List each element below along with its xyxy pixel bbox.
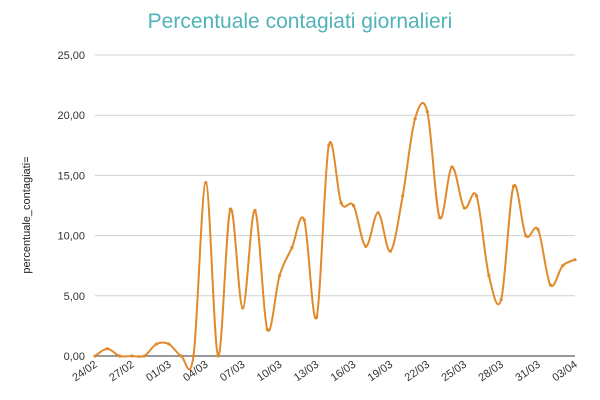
- x-tick-label: 13/03: [292, 359, 321, 385]
- data-point: [290, 246, 294, 250]
- data-point: [450, 165, 454, 169]
- y-tick-label: 10,00: [57, 231, 85, 243]
- data-point: [302, 218, 306, 222]
- y-axis-label: percentuale_contagiati=: [21, 156, 33, 273]
- data-point: [536, 227, 540, 232]
- data-point: [93, 354, 97, 358]
- x-tick-label: 22/03: [403, 359, 432, 385]
- data-point: [351, 203, 356, 208]
- x-tick-label: 03/04: [550, 359, 579, 385]
- y-tick-label: 15,00: [57, 170, 85, 182]
- data-point: [339, 201, 343, 205]
- x-tick-label: 28/03: [476, 359, 505, 385]
- data-point: [499, 297, 503, 302]
- x-tick-label: 25/03: [440, 359, 469, 385]
- data-point: [462, 206, 466, 210]
- data-point: [413, 117, 417, 121]
- x-axis-ticks: 24/02 27/02 01/03 04/03 07/03 10/03 13/03 16/03…: [70, 359, 579, 385]
- y-axis-ticks: 0,00 5,00 10,00 15,00 20,00 25,00: [57, 50, 85, 363]
- gridlines: [95, 54, 575, 297]
- y-tick-label: 5,00: [64, 291, 85, 303]
- data-point: [204, 181, 208, 185]
- data-point: [401, 194, 405, 198]
- data-point: [167, 342, 171, 346]
- data-point: [364, 244, 368, 249]
- data-point: [474, 194, 479, 198]
- data-point: [573, 258, 577, 262]
- data-point: [130, 354, 134, 358]
- x-tick-label: 10/03: [255, 359, 284, 385]
- x-tick-label: 16/03: [329, 359, 358, 385]
- x-tick-label: 31/03: [513, 359, 542, 385]
- series-line: [94, 101, 576, 371]
- x-tick-label: 27/02: [107, 359, 136, 385]
- data-point: [216, 354, 220, 358]
- y-tick-label: 20,00: [57, 110, 85, 122]
- y-tick-label: 25,00: [57, 50, 85, 62]
- data-point: [376, 211, 380, 215]
- data-point: [228, 207, 232, 211]
- x-tick-label: 07/03: [218, 359, 247, 385]
- data-point: [561, 264, 565, 268]
- data-point: [548, 283, 552, 287]
- x-tick-label: 01/03: [144, 359, 173, 385]
- data-point: [388, 249, 392, 253]
- data-point: [154, 342, 159, 346]
- data-point: [524, 234, 528, 238]
- data-point: [438, 215, 442, 220]
- data-point: [314, 315, 319, 320]
- x-tick-label: 19/03: [366, 359, 395, 385]
- data-point: [241, 306, 245, 310]
- data-point: [278, 273, 282, 277]
- data-point: [327, 143, 331, 147]
- data-point: [511, 184, 516, 188]
- y-tick-label: 0,00: [64, 351, 85, 363]
- data-point: [179, 354, 183, 358]
- chart-title: Percentuale contagiati giornalieri: [147, 10, 453, 33]
- data-point: [425, 109, 429, 114]
- data-point: [487, 273, 491, 277]
- data-point: [142, 354, 146, 358]
- data-point: [118, 354, 122, 358]
- data-points: [93, 109, 577, 358]
- data-point: [265, 327, 269, 332]
- data-point: [253, 208, 257, 212]
- data-point: [191, 354, 196, 358]
- data-point: [105, 347, 109, 351]
